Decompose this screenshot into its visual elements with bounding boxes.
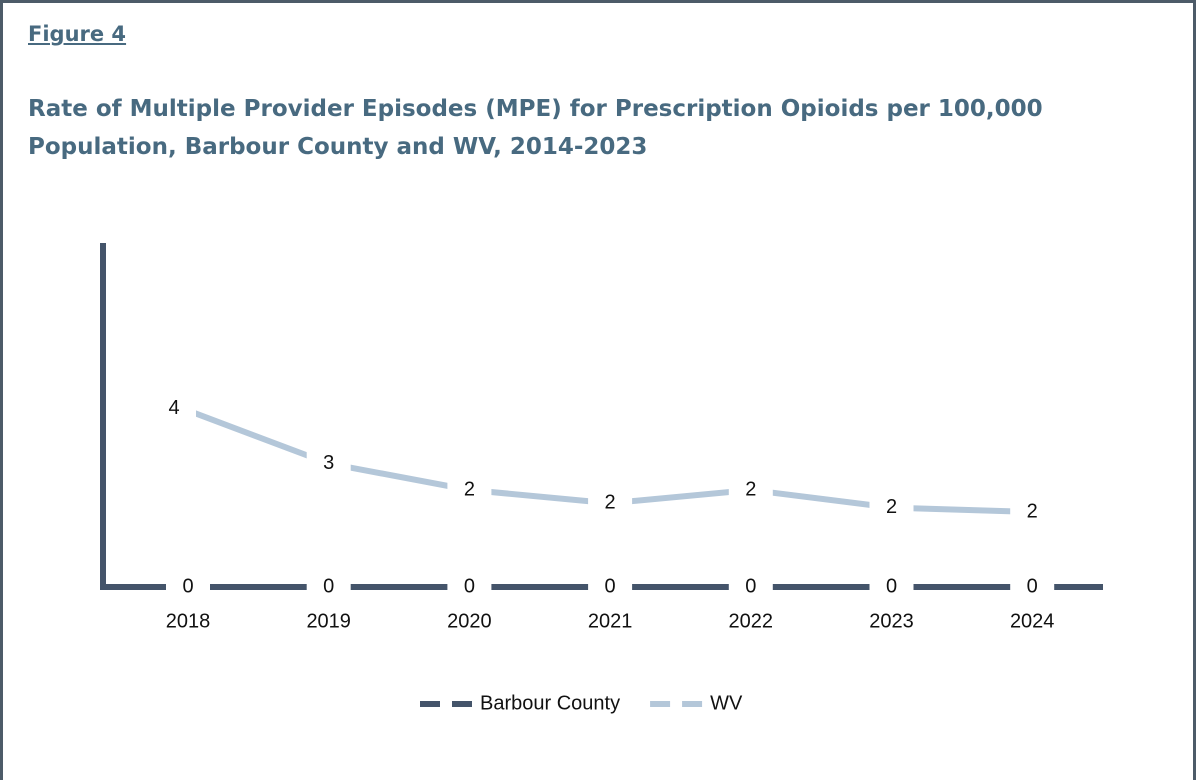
figure-label: Figure 4 — [28, 22, 127, 46]
data-label: 2 — [605, 491, 616, 513]
label-bg — [447, 476, 492, 503]
x-tick-label: 2022 — [729, 610, 774, 632]
data-label: 4 — [168, 397, 179, 419]
label-bg — [306, 450, 351, 477]
data-label: 2 — [745, 478, 756, 500]
x-tick-label: 2024 — [1010, 610, 1055, 632]
label-bg — [869, 494, 914, 521]
legend-label: WV — [710, 692, 743, 714]
data-label: 0 — [745, 575, 756, 597]
label-bg — [447, 574, 492, 600]
data-label: 0 — [464, 575, 475, 597]
data-label: 0 — [323, 575, 334, 597]
x-tick-label: 2019 — [306, 610, 351, 632]
data-label: 0 — [1027, 575, 1038, 597]
label-bg — [1010, 574, 1055, 600]
data-label: 3 — [323, 452, 334, 474]
label-bg — [166, 574, 210, 600]
label-bg — [306, 574, 351, 600]
label-bg — [728, 476, 773, 503]
label-bg — [728, 574, 773, 600]
x-tick-label: 2020 — [447, 610, 492, 632]
label-bg — [152, 395, 196, 422]
label-bg — [1010, 499, 1055, 526]
x-tick-label: 2018 — [166, 610, 211, 632]
x-tick-label: 2023 — [869, 610, 914, 632]
data-label: 2 — [1027, 500, 1038, 522]
label-bg — [588, 574, 633, 600]
data-label: 2 — [464, 478, 475, 500]
chart-title: Rate of Multiple Provider Episodes (MPE)… — [28, 96, 1043, 160]
label-bg — [588, 490, 633, 517]
data-label: 0 — [605, 575, 616, 597]
data-label: 0 — [886, 575, 897, 597]
data-label: 0 — [182, 575, 193, 597]
x-tick-label: 2021 — [588, 610, 633, 632]
data-label: 2 — [886, 496, 897, 518]
label-bg — [869, 574, 914, 600]
legend-label: Barbour County — [480, 692, 620, 714]
